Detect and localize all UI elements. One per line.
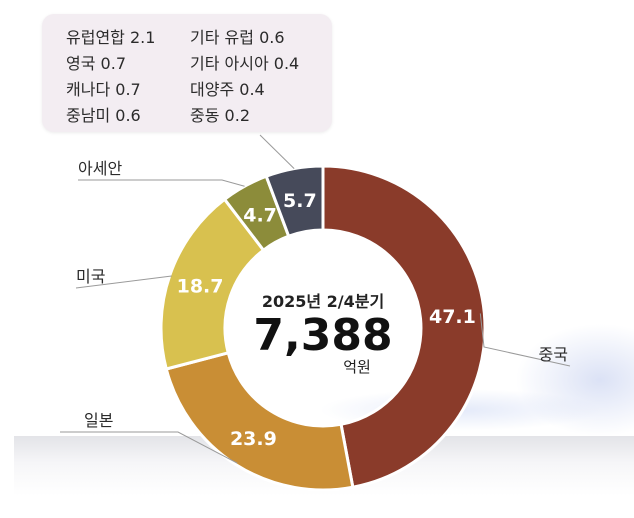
legend-item-middle-east: 중동 0.2	[190, 106, 250, 125]
value-label-usa: 18.7	[177, 276, 224, 298]
value-label-japan: 23.9	[230, 428, 277, 450]
category-label-japan: 일본	[84, 411, 113, 430]
center-unit: 억원	[343, 358, 371, 376]
value-label-other: 5.7	[283, 190, 317, 212]
legend-item-oceania: 대양주 0.4	[190, 80, 265, 99]
leader-line-japan	[60, 431, 238, 464]
category-label-asean: 아세안	[78, 159, 122, 178]
category-label-usa: 미국	[76, 267, 105, 286]
leader-line-other	[259, 134, 295, 169]
slice-other	[264, 164, 325, 239]
category-label-china: 중국	[539, 345, 568, 364]
legend-item-other-asia: 기타 아시아 0.4	[190, 54, 300, 73]
legend-item-other-europe: 기타 유럽 0.6	[190, 28, 285, 47]
value-label-asean: 4.7	[243, 204, 277, 226]
slice-china	[321, 164, 487, 489]
center-total-value: 7,388	[253, 310, 392, 361]
center-title: 2025년 2/4분기	[262, 292, 384, 311]
legend-item-uk: 영국 0.7	[66, 54, 126, 73]
other-regions-box: 유럽연합 2.1 기타 유럽 0.6 영국 0.7 기타 아시아 0.4 캐나다…	[42, 14, 332, 132]
value-label-china: 47.1	[429, 306, 476, 328]
leader-line-usa	[75, 275, 172, 289]
leader-line-china	[479, 313, 571, 367]
slice-japan	[164, 350, 355, 492]
legend-item-latin-america: 중남미 0.6	[66, 106, 141, 125]
donut-slices	[159, 164, 487, 492]
legend-item-canada: 캐나다 0.7	[66, 80, 141, 99]
legend-item-eu: 유럽연합 2.1	[66, 28, 156, 47]
leader-line-asean	[78, 179, 245, 187]
leader-lines	[60, 134, 571, 464]
